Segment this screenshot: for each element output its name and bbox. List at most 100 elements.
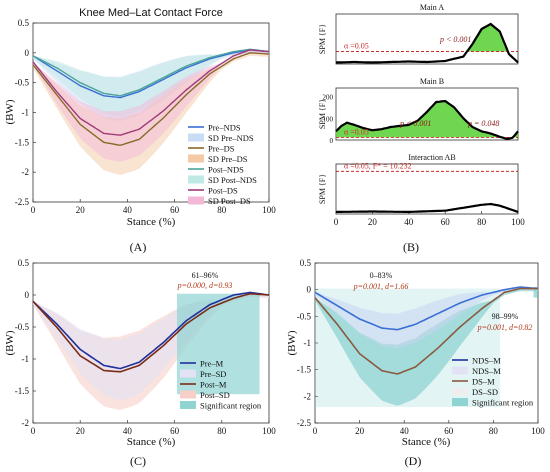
x-tick-label: 60 — [170, 205, 180, 215]
y-tick-label: -1.5 — [297, 365, 312, 375]
legend-entry: Pre–NDS — [208, 123, 241, 133]
x-tick-label: 80 — [217, 205, 227, 215]
x-tick-label: 40 — [404, 217, 414, 227]
panel-b-label: (B) — [403, 240, 419, 254]
y-tick-label: 200 — [323, 94, 334, 102]
plot-frame — [335, 13, 519, 65]
y-tick-label: 0.5 — [18, 258, 30, 268]
y-tick-label: -0.5 — [15, 78, 30, 88]
series-line-2 — [32, 48, 270, 97]
panel-a-xlabel: Stance (%) — [127, 216, 176, 228]
legend-entry: SD Post–NDS — [208, 175, 257, 185]
panel-b-ylabel-0: SPM {F} — [318, 24, 327, 54]
x-tick-label: 20 — [76, 205, 86, 215]
x-tick-label: 0 — [313, 426, 318, 436]
panel-b-main-b-p2: p = 0.048 — [467, 119, 499, 128]
panel-d-range-2: 98–99% — [492, 312, 519, 321]
x-tick-label: 60 — [441, 217, 451, 227]
legend-entry: DS–SD — [472, 387, 498, 397]
y-tick-label: -1.5 — [15, 386, 30, 396]
legend-swatch — [452, 398, 468, 406]
legend-entry: SD Pre–NDS — [208, 133, 254, 143]
legend-swatch — [188, 133, 204, 142]
spm-curve — [335, 22, 519, 64]
panel-d-xlabel: Stance (%) — [402, 436, 451, 448]
panel-b-subtitle-2: Interaction AB — [408, 153, 455, 162]
legend-entry: SD Pre–DS — [208, 154, 248, 164]
x-tick-label: 20 — [368, 217, 378, 227]
panel-b-plot-0: α =0.05 — [335, 13, 519, 65]
panel-d-stats-1: p=0.001, d=1.66 — [353, 282, 409, 291]
legend-swatch — [180, 369, 196, 378]
legend-entry: Post–DS — [208, 186, 238, 196]
y-tick-label: -1 — [304, 338, 312, 348]
panel-c-xlabel: Stance (%) — [127, 436, 176, 448]
panel-b-plot-1: 200 100 0 α =0.05 — [323, 87, 519, 145]
y-tick-label: -2 — [22, 418, 30, 428]
x-tick-label: 20 — [355, 426, 365, 436]
legend-swatch — [180, 390, 196, 399]
nds-m-line — [314, 286, 539, 331]
x-tick-label: 100 — [262, 426, 276, 436]
legend-entry: DS–M — [472, 377, 495, 387]
legend-swatch — [452, 387, 468, 396]
panel-a-plot: 0 20 40 60 80 100 0.5 0 -0.5 -1 -1.5 -2 -2.5 — [15, 18, 277, 215]
x-tick-label: 60 — [444, 426, 454, 436]
y-tick-label: 0 — [330, 137, 334, 145]
legend-entry: Post–M — [200, 380, 227, 390]
legend-entry: Post–SD — [200, 390, 230, 400]
y-tick-label: 0.5 — [300, 258, 312, 268]
x-tick-label: 40 — [123, 426, 133, 436]
legend-entry: NDS–M — [472, 366, 501, 376]
x-tick-label: 40 — [123, 205, 133, 215]
spm-curve — [335, 99, 519, 141]
legend-swatch — [188, 175, 204, 184]
x-tick-label: 0 — [31, 205, 36, 215]
series-line-0 — [32, 49, 270, 99]
legend-swatch — [188, 196, 204, 205]
y-tick-label: -0.5 — [15, 322, 30, 332]
alpha-label: α =0.05 — [344, 127, 369, 136]
panel-b-ylabel-2: SPM {F} — [318, 174, 327, 204]
series-line-3 — [32, 49, 270, 136]
panel-b-ylabel-1: SPM {F} — [318, 99, 327, 129]
x-tick-label: 40 — [400, 426, 410, 436]
legend-entry: Pre–SD — [200, 369, 226, 379]
y-tick-label: -2.5 — [15, 197, 30, 207]
panel-d-range-1: 0–83% — [370, 271, 393, 280]
alpha-label: α =0.05, F* = 10.232 — [344, 161, 412, 170]
x-tick-label: 0 — [31, 426, 36, 436]
plot-frame — [32, 262, 270, 424]
y-tick-label: -2 — [304, 391, 312, 401]
panel-b-subtitle-1: Main B — [420, 77, 444, 86]
x-tick-label: 100 — [262, 205, 276, 215]
x-tick-label: 100 — [531, 426, 545, 436]
legend-swatch — [188, 154, 204, 163]
ds-sd-band — [315, 288, 538, 406]
y-tick-label: -1 — [22, 354, 30, 364]
panel-d-label: (D) — [405, 454, 422, 468]
alpha-label: α =0.05 — [344, 42, 369, 51]
y-tick-label: -1.5 — [15, 137, 30, 147]
plot-frame — [335, 87, 519, 141]
post-m-line — [32, 292, 270, 373]
legend-entry: Pre–DS — [208, 144, 235, 154]
sd-band-2 — [33, 49, 269, 117]
plot-frame — [335, 163, 519, 215]
x-tick-label: 80 — [217, 426, 227, 436]
legend-entry: SD Post–DS — [208, 196, 251, 206]
panel-c-label: (C) — [130, 454, 146, 468]
x-tick-label: 100 — [511, 217, 525, 227]
y-tick-label: 0 — [307, 285, 312, 295]
panel-b-subtitle-0: Main A — [420, 3, 444, 12]
panel-d-stats-2: p=0.001, d=0.82 — [477, 323, 533, 332]
panel-b-main-b-p1: p < 0.001 — [399, 119, 431, 128]
spm-curve — [336, 202, 519, 213]
x-tick-label: 80 — [477, 217, 487, 227]
legend-entry: Significant region — [472, 398, 534, 408]
ds-m-line — [314, 287, 538, 375]
legend-entry: Pre–M — [200, 359, 224, 369]
